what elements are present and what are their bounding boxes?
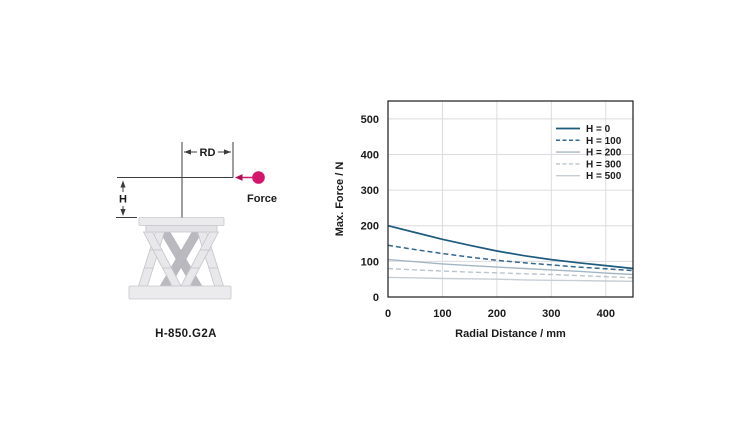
- force-marker: Force: [235, 171, 277, 205]
- plot-frame: [387, 100, 634, 298]
- dimension-lines: RD H: [116, 142, 234, 218]
- x-tick-label: 300: [542, 308, 560, 320]
- legend-label-1: H = 100: [586, 136, 622, 147]
- y-tick-label: 200: [361, 221, 379, 233]
- rd-arrow-right: [224, 149, 231, 155]
- y-tick-label: 500: [361, 114, 379, 126]
- h-label: H: [119, 194, 127, 206]
- legend-label-0: H = 0: [586, 124, 611, 135]
- x-tick-label: 200: [488, 308, 506, 320]
- force-dot-icon: [252, 171, 265, 184]
- series-line-4: [387, 276, 634, 282]
- series-line-1: [387, 244, 634, 272]
- hexapod-illustration: [128, 217, 232, 300]
- y-tick-label: 400: [361, 149, 379, 161]
- hexapod-sub-plate: [145, 225, 218, 233]
- legend-label-3: H = 300: [586, 159, 622, 170]
- x-axis-title: Radial Distance / mm: [455, 328, 566, 340]
- h-arrow-up: [120, 180, 126, 188]
- y-tick-label: 0: [373, 292, 379, 304]
- force-arrowhead: [235, 174, 243, 181]
- series-line-2: [387, 258, 634, 276]
- y-tick-label: 100: [361, 256, 379, 268]
- series-line-3: [387, 267, 634, 279]
- legend-label-2: H = 200: [586, 148, 622, 159]
- legend-label-4: H = 500: [586, 171, 622, 182]
- hexapod-base-plate: [128, 285, 232, 300]
- y-axis-title: Max. Force / N: [334, 162, 346, 237]
- y-tick-label: 300: [361, 185, 379, 197]
- rd-label: RD: [200, 147, 216, 159]
- h-arrow-down: [120, 209, 126, 216]
- x-tick-label: 400: [597, 308, 615, 320]
- product-caption: H-850.G2A: [155, 328, 217, 340]
- x-tick-label: 0: [385, 308, 391, 320]
- force-label: Force: [247, 193, 277, 205]
- x-tick-label: 100: [433, 308, 451, 320]
- rd-arrow-left: [184, 149, 191, 155]
- series-line-0: [387, 224, 634, 270]
